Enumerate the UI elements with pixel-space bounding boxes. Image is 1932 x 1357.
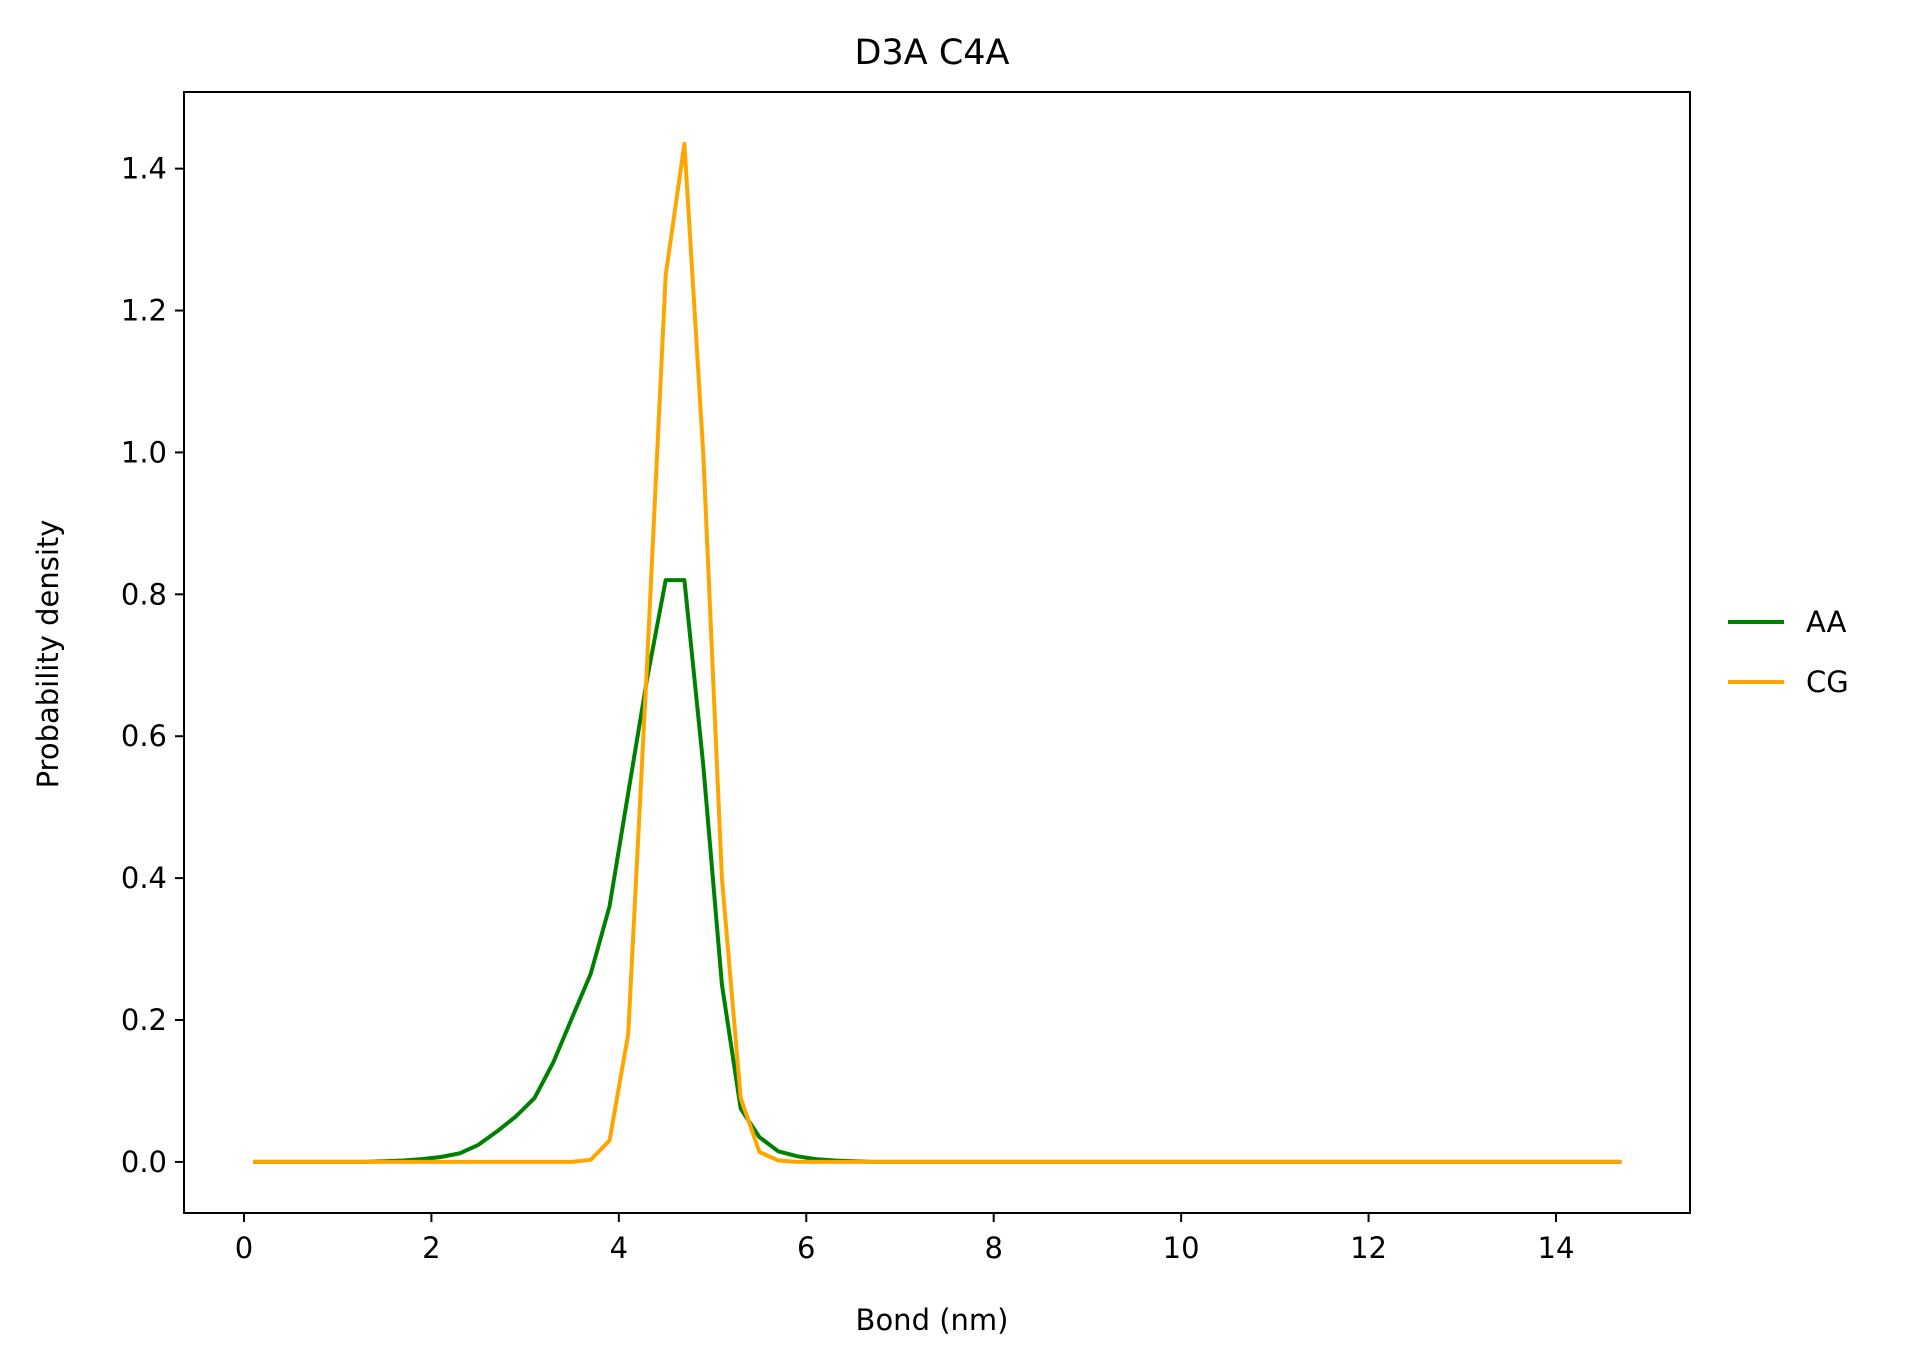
x-axis-label: Bond (nm) bbox=[856, 1303, 1009, 1337]
chart-title: D3A C4A bbox=[855, 33, 1010, 73]
x-tick-label: 2 bbox=[422, 1231, 440, 1265]
x-tick-label: 12 bbox=[1350, 1231, 1387, 1265]
y-tick-label: 1.2 bbox=[121, 294, 167, 328]
y-tick-label: 1.0 bbox=[121, 435, 167, 469]
x-tick-label: 6 bbox=[797, 1231, 815, 1265]
y-tick-label: 0.2 bbox=[121, 1003, 167, 1037]
plot-frame bbox=[183, 91, 1691, 1214]
y-axis-label: Probability density bbox=[31, 520, 65, 789]
legend: AA CG bbox=[1728, 605, 1849, 699]
series-line-cg bbox=[253, 141, 1622, 1164]
y-tick-label: 0.6 bbox=[121, 719, 167, 753]
legend-label-aa: AA bbox=[1806, 605, 1847, 639]
x-tick-label: 8 bbox=[984, 1231, 1002, 1265]
y-tick-label: 0.0 bbox=[121, 1145, 167, 1179]
x-tick-label: 10 bbox=[1163, 1231, 1200, 1265]
x-tick-label: 14 bbox=[1538, 1231, 1575, 1265]
x-axis: 0 2 4 6 8 10 12 14 bbox=[235, 1213, 1575, 1265]
y-tick-label: 0.8 bbox=[121, 577, 167, 611]
plot-area bbox=[253, 141, 1622, 1164]
y-tick-label: 1.4 bbox=[121, 152, 167, 186]
legend-label-cg: CG bbox=[1806, 665, 1849, 699]
x-tick-label: 4 bbox=[610, 1231, 628, 1265]
x-tick-label: 0 bbox=[235, 1231, 253, 1265]
y-tick-label: 0.4 bbox=[121, 861, 167, 895]
y-axis: 0.0 0.2 0.4 0.6 0.8 1.0 1.2 1.4 bbox=[121, 152, 184, 1179]
